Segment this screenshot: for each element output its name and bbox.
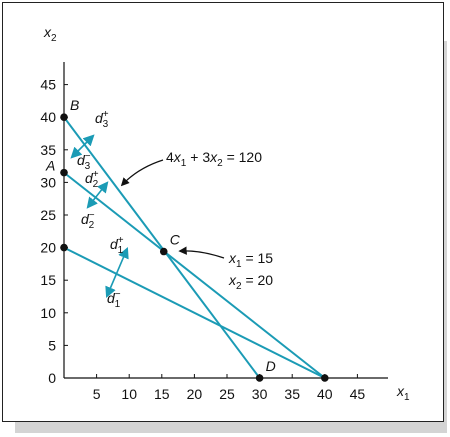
- d3-arrow: [70, 134, 95, 159]
- d3-plus-label: d+ 3: [95, 109, 109, 130]
- x-tick-label: 45: [350, 386, 366, 402]
- equation-label: 4x1 + 3x2 = 120: [166, 149, 262, 169]
- y-tick-label: 10: [40, 305, 56, 321]
- y-tick-label: 40: [40, 109, 56, 125]
- x-tick-label: 15: [154, 386, 170, 402]
- point-marker: [60, 168, 68, 177]
- d2-plus-label: d+ 2: [85, 169, 99, 190]
- d2-minus-label: d− 2: [81, 210, 95, 231]
- y-tick-label: 5: [48, 337, 56, 353]
- d1-minus-label: d− 1: [107, 289, 121, 310]
- equation-pointer-arrow: [120, 159, 164, 187]
- point-label-a: A: [45, 158, 55, 174]
- point-marker: [255, 374, 264, 382]
- x-tick-label: 25: [219, 386, 235, 402]
- points: B A C D: [45, 97, 329, 382]
- y-tick-label: 25: [40, 207, 56, 223]
- constraint-2-line: [63, 171, 326, 379]
- x-tick-label: 5: [93, 386, 101, 402]
- d1-arrow: [105, 246, 129, 299]
- point-c-note-line1: x1 = 15: [228, 250, 273, 270]
- d3-minus-label: d− 3: [77, 151, 91, 172]
- point-marker: [321, 374, 329, 382]
- point-label-b: B: [70, 97, 79, 113]
- ticks: 5 10 15 20 25 30 35 40 45 0 5 10 15 20 25 30 35 40 45: [40, 77, 365, 402]
- x-tick-label: 10: [121, 386, 137, 402]
- y-tick-label: 45: [40, 77, 56, 93]
- x-axis-label: x1: [396, 383, 410, 403]
- point-marker: [60, 243, 68, 252]
- point-c-pointer-arrow: [178, 246, 225, 259]
- point-marker: [60, 113, 68, 121]
- point-label-d: D: [266, 358, 276, 374]
- point-label-c: C: [170, 232, 181, 248]
- x-tick-label: 35: [284, 386, 300, 402]
- point-c-note-line2: x2 = 20: [228, 272, 273, 292]
- d1-plus-label: d+ 1: [110, 235, 124, 256]
- y-tick-label: 15: [40, 272, 56, 288]
- d2-arrow: [86, 181, 109, 209]
- y-tick-label: 0: [48, 370, 56, 386]
- point-marker: [159, 247, 168, 256]
- constraint-1-line: [63, 116, 261, 379]
- y-tick-label: 20: [40, 240, 56, 256]
- y-tick-label: 35: [40, 142, 56, 158]
- x-tick-label: 40: [317, 386, 333, 402]
- chart-frame: [2, 2, 444, 422]
- x-tick-label: 20: [187, 386, 203, 402]
- constraint-3-line: [63, 246, 326, 379]
- y-tick-label: 30: [40, 174, 56, 190]
- x-tick-label: 30: [252, 386, 268, 402]
- y-axis-label: x2: [43, 24, 57, 44]
